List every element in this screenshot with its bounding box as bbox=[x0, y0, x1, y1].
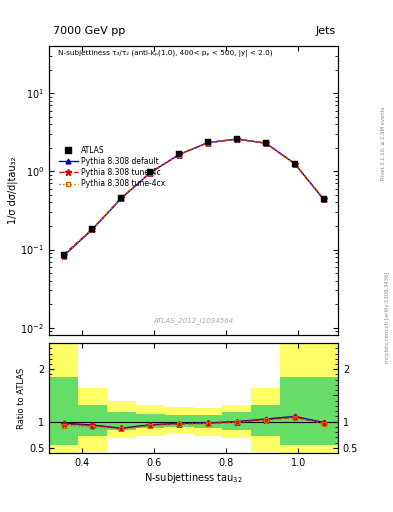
Text: 7000 GeV pp: 7000 GeV pp bbox=[53, 26, 125, 36]
Text: Jets: Jets bbox=[316, 26, 336, 36]
Text: mcplots.cern.ch [arXiv:1306.3436]: mcplots.cern.ch [arXiv:1306.3436] bbox=[385, 272, 389, 363]
Text: Rivet 3.1.10, ≥ 2.9M events: Rivet 3.1.10, ≥ 2.9M events bbox=[381, 106, 386, 180]
Text: N-subjettiness τ₃/τ₂ (anti-kₚ(1.0), 400< pₚ < 500, |y| < 2.0): N-subjettiness τ₃/τ₂ (anti-kₚ(1.0), 400<… bbox=[58, 50, 272, 57]
X-axis label: N-subjettiness tau$_{32}$: N-subjettiness tau$_{32}$ bbox=[144, 471, 243, 485]
Y-axis label: 1/σ dσ/d|tau₃₂: 1/σ dσ/d|tau₃₂ bbox=[7, 157, 18, 224]
Y-axis label: Ratio to ATLAS: Ratio to ATLAS bbox=[17, 368, 26, 429]
Text: ATLAS_2012_I1094564: ATLAS_2012_I1094564 bbox=[153, 317, 234, 324]
Legend: ATLAS, Pythia 8.308 default, Pythia 8.308 tune-4c, Pythia 8.308 tune-4cx: ATLAS, Pythia 8.308 default, Pythia 8.30… bbox=[56, 142, 168, 191]
